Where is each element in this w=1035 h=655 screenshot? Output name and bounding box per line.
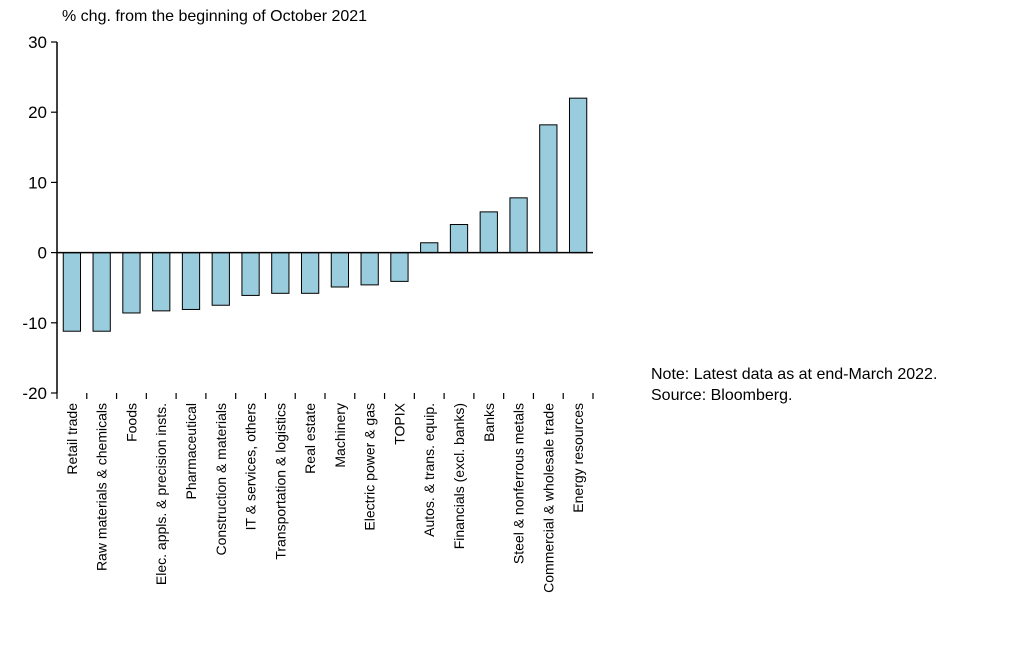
x-tick-label: Banks bbox=[481, 403, 497, 442]
bar bbox=[330, 252, 350, 288]
x-tick-label: Machinery bbox=[332, 403, 348, 468]
bar bbox=[539, 124, 558, 254]
x-tick-label: Elec. appls. & precision insts. bbox=[153, 403, 169, 585]
y-tick-label: 0 bbox=[38, 244, 47, 263]
x-tick-label: Construction & materials bbox=[213, 403, 229, 556]
x-tick-label: Electric power & gas bbox=[362, 403, 378, 531]
x-tick-label: Autos. & trans. equip. bbox=[421, 403, 437, 537]
bar bbox=[449, 224, 469, 254]
bar bbox=[241, 252, 260, 296]
bar bbox=[568, 97, 588, 254]
bar bbox=[122, 252, 141, 314]
x-tick-label: Pharmaceutical bbox=[183, 403, 199, 500]
bar bbox=[271, 252, 290, 294]
bar bbox=[300, 252, 320, 294]
x-tick-label: Raw materials & chemicals bbox=[94, 403, 110, 571]
x-tick-label: Transportation & logistics bbox=[272, 403, 288, 560]
chart-notes: Note: Latest data as at end-March 2022. … bbox=[651, 364, 937, 406]
note-text: Note: Latest data as at end-March 2022. bbox=[651, 366, 938, 383]
x-tick-label: Financials (excl. banks) bbox=[451, 403, 467, 549]
x-tick-label: IT & services, others bbox=[243, 403, 259, 530]
bar bbox=[420, 242, 439, 254]
bar bbox=[479, 211, 498, 254]
y-tick-label: 30 bbox=[28, 33, 47, 52]
bar bbox=[92, 252, 111, 332]
bar bbox=[211, 252, 230, 306]
bar bbox=[390, 252, 409, 282]
bar bbox=[181, 252, 201, 310]
bar bbox=[62, 252, 82, 332]
bar bbox=[152, 252, 171, 312]
x-tick-label: Commercial & wholesale trade bbox=[540, 403, 556, 593]
y-tick-label: -10 bbox=[22, 314, 47, 333]
x-tick-label: Steel & nonferrous metals bbox=[511, 403, 527, 564]
source-text: Source: Bloomberg. bbox=[651, 387, 793, 404]
x-tick-label: Real estate bbox=[302, 403, 318, 474]
y-tick-label: 20 bbox=[28, 103, 47, 122]
x-tick-label: Retail trade bbox=[64, 403, 80, 475]
x-tick-label: Foods bbox=[123, 403, 139, 442]
bar bbox=[509, 197, 528, 254]
y-tick-label: 10 bbox=[28, 173, 47, 192]
y-tick-label: -20 bbox=[22, 384, 47, 403]
y-axis-label: % chg. from the beginning of October 202… bbox=[62, 8, 368, 25]
bar bbox=[360, 252, 379, 286]
x-tick-label: TOPIX bbox=[391, 402, 407, 444]
x-tick-label: Energy resources bbox=[570, 403, 586, 513]
